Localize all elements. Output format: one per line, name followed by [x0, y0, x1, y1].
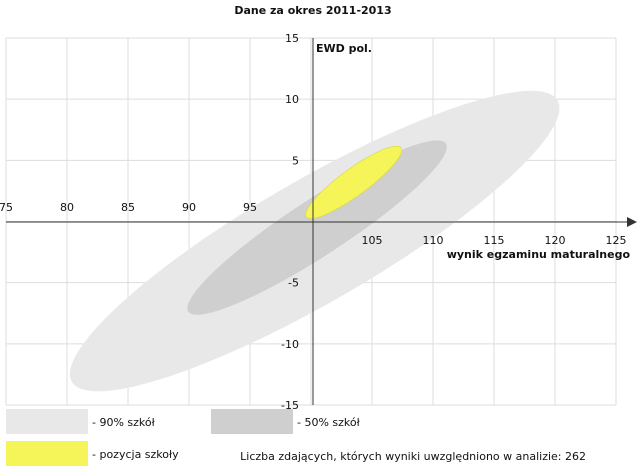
y-tick-label-6: -15: [281, 399, 299, 412]
x-tick-label-0: 75: [0, 201, 13, 214]
legend-label-90: - 90% szkół: [92, 416, 156, 429]
legend-swatch-school: [6, 441, 88, 466]
y-tick-labels: 15 10 5 -5 -10 -15: [281, 32, 299, 412]
sample-size-note: Liczba zdających, których wyniki uwzględ…: [240, 450, 586, 463]
legend-swatch-50: [211, 409, 293, 434]
y-axis-label: EWD pol.: [316, 42, 372, 55]
legend-label-50: - 50% szkół: [297, 416, 361, 429]
y-tick-label-2: 5: [292, 154, 299, 167]
x-tick-label-1: 80: [60, 201, 74, 214]
x-tick-label-6: 105: [362, 234, 383, 247]
x-tick-label-8: 115: [484, 234, 505, 247]
y-tick-label-4: -5: [288, 277, 299, 290]
legend-swatch-90: [6, 409, 88, 434]
x-tick-label-9: 120: [545, 234, 566, 247]
chart-title: Dane za okres 2011-2013: [234, 4, 391, 17]
x-axis-arrow: [627, 217, 637, 227]
ellipse-series-2: [305, 145, 403, 219]
legend-label-school: - pozycja szkoły: [92, 448, 179, 461]
x-tick-label-4: 95: [243, 201, 257, 214]
x-tick-label-3: 90: [182, 201, 196, 214]
x-axis-label: wynik egzaminu maturalnego: [447, 248, 631, 261]
x-tick-label-2: 85: [121, 201, 135, 214]
y-tick-label-1: 10: [285, 93, 299, 106]
x-tick-label-10: 125: [606, 234, 627, 247]
x-tick-label-7: 110: [423, 234, 444, 247]
data-ellipses: [69, 90, 560, 392]
y-tick-label-5: -10: [281, 338, 299, 351]
y-tick-label-0: 15: [285, 32, 299, 45]
ellipse-series-1: [187, 140, 447, 315]
x-tick-labels: 75 80 85 90 95 105 110 115 120 125: [0, 201, 627, 247]
legend: - 90% szkół - 50% szkół - pozycja szkoły: [6, 409, 361, 466]
axes: [6, 38, 637, 405]
